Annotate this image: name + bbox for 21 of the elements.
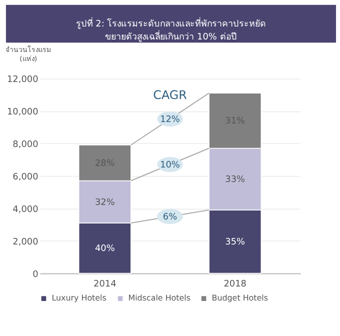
- y-tick-label: 2,000: [12, 237, 39, 248]
- annotation: 6%: [162, 212, 178, 222]
- y-tick-label: 0: [32, 270, 39, 280]
- legend-label: Budget Hotels: [212, 294, 268, 303]
- y-tick-label: 8,000: [12, 140, 39, 150]
- x-tick-label: 2018: [224, 280, 247, 290]
- legend-label: Luxury Hotels: [52, 294, 106, 303]
- y-tick-label: 4,000: [12, 204, 39, 215]
- legend-label: Midscale Hotels: [128, 294, 190, 303]
- y-tick-label: 6,000: [12, 172, 39, 182]
- annotation: 33%: [225, 175, 246, 186]
- annotation: 32%: [94, 198, 115, 208]
- annotation: 35%: [225, 238, 246, 248]
- annotation: 40%: [94, 244, 115, 254]
- chart-title: รูปที่ 2: โรงแรมระดับกลางและที่พักราคาประหยัด ขยายตัวสูงเฉลี่ยเกินกว่า 10% ต่อปี: [76, 16, 266, 43]
- x-tick-label: 2014: [94, 280, 117, 290]
- annotation: 12%: [160, 115, 180, 126]
- annotation: CAGR: [153, 88, 187, 102]
- y-tick-label: 12,000: [6, 74, 39, 85]
- annotation: 10%: [160, 160, 180, 170]
- y-tick-label: 10,000: [6, 107, 39, 118]
